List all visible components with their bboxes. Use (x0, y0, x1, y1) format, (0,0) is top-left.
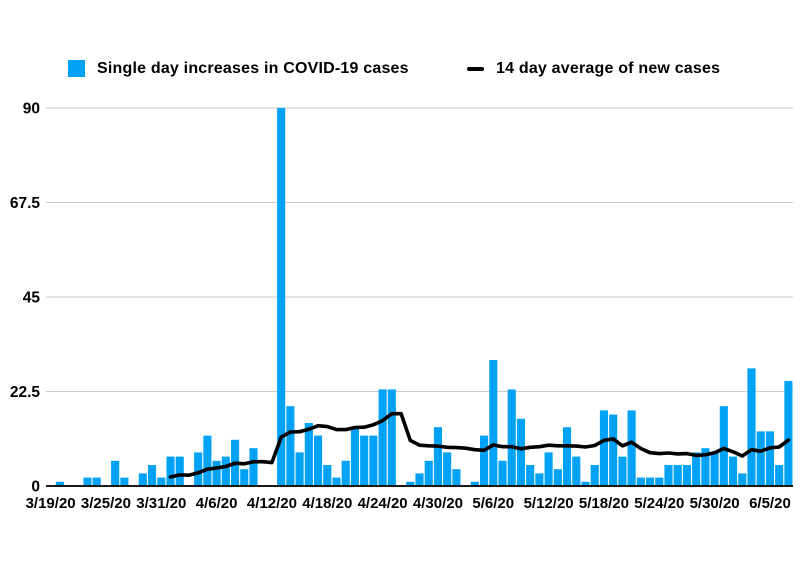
bar (609, 414, 618, 486)
bar (701, 448, 710, 486)
bar (470, 481, 479, 486)
x-tick-label: 5/30/20 (690, 495, 740, 512)
bar (728, 456, 738, 486)
y-tick-label: 22.5 (10, 384, 41, 401)
bar (350, 427, 360, 486)
line-series-dash-icon (467, 67, 484, 71)
x-tick-label: 4/12/20 (247, 495, 297, 512)
bar (719, 406, 728, 486)
bar (710, 452, 719, 486)
bar (738, 473, 747, 486)
bar (682, 465, 692, 486)
y-tick-label: 0 (31, 479, 40, 496)
bar (332, 477, 341, 486)
bar (203, 435, 212, 486)
average-line (168, 411, 791, 479)
x-tick-label: 5/12/20 (524, 495, 574, 512)
bar (304, 423, 313, 486)
x-tick-label: 5/6/20 (472, 495, 514, 512)
bar (313, 435, 323, 486)
bar (775, 465, 784, 486)
bar (507, 389, 516, 486)
x-tick-label: 3/31/20 (136, 495, 186, 512)
bar (544, 452, 553, 486)
bar (323, 465, 332, 486)
bar (175, 456, 184, 486)
bar (415, 473, 424, 486)
bar (535, 473, 544, 486)
bar (55, 481, 64, 486)
bar (664, 465, 673, 486)
bar (655, 477, 664, 486)
y-tick-label: 67.5 (10, 195, 41, 212)
x-tick-label: 4/30/20 (413, 495, 463, 512)
bar (581, 481, 590, 486)
bar (111, 460, 120, 486)
x-tick-label: 5/24/20 (634, 495, 684, 512)
bar (590, 465, 599, 486)
bar (147, 465, 157, 486)
bar (526, 465, 535, 486)
x-tick-label: 6/5/20 (749, 495, 791, 512)
x-tick-label: 4/18/20 (302, 495, 352, 512)
bar (369, 435, 378, 486)
bar (433, 427, 443, 486)
bar (498, 460, 507, 486)
bar (673, 465, 682, 486)
bar (765, 431, 775, 486)
bar (221, 456, 230, 486)
bar (599, 410, 609, 486)
bar (240, 469, 249, 486)
bar (489, 360, 498, 486)
bar (479, 435, 489, 486)
bar (120, 477, 129, 486)
bar (645, 477, 655, 486)
bar (166, 456, 175, 486)
bar (157, 477, 166, 486)
y-tick-label: 45 (23, 290, 41, 307)
bar (562, 427, 572, 486)
bar (627, 410, 636, 486)
bar (636, 477, 645, 486)
bar (194, 452, 203, 486)
bar-series-swatch-icon (68, 60, 85, 77)
x-tick-label: 3/19/20 (26, 495, 76, 512)
bar (406, 481, 415, 486)
bar (277, 108, 286, 486)
bar (618, 456, 627, 486)
x-tick-label: 4/24/20 (358, 495, 408, 512)
bar (452, 469, 461, 486)
bar (341, 460, 350, 486)
bar (360, 435, 369, 486)
bar (443, 452, 452, 486)
x-tick-label: 4/6/20 (196, 495, 238, 512)
legend: Single day increases in COVID-19 cases 1… (0, 58, 800, 80)
bar (92, 477, 101, 486)
legend-line-label: 14 day average of new cases (496, 60, 721, 77)
bar (212, 460, 221, 486)
bar (553, 469, 562, 486)
bar (692, 452, 701, 486)
bar (83, 477, 92, 486)
bar (138, 473, 147, 486)
bar (249, 448, 258, 486)
bar (784, 381, 793, 486)
bar (516, 418, 526, 486)
bar (756, 431, 765, 486)
x-tick-label: 5/18/20 (579, 495, 629, 512)
bar (747, 368, 756, 486)
bar (286, 406, 295, 486)
bar (387, 389, 396, 486)
bar (378, 389, 387, 486)
bar (572, 456, 581, 486)
bar (295, 452, 304, 486)
x-tick-label: 3/25/20 (81, 495, 131, 512)
bar (424, 460, 433, 486)
legend-bars-label: Single day increases in COVID-19 cases (97, 60, 409, 77)
y-tick-label: 90 (23, 101, 40, 118)
